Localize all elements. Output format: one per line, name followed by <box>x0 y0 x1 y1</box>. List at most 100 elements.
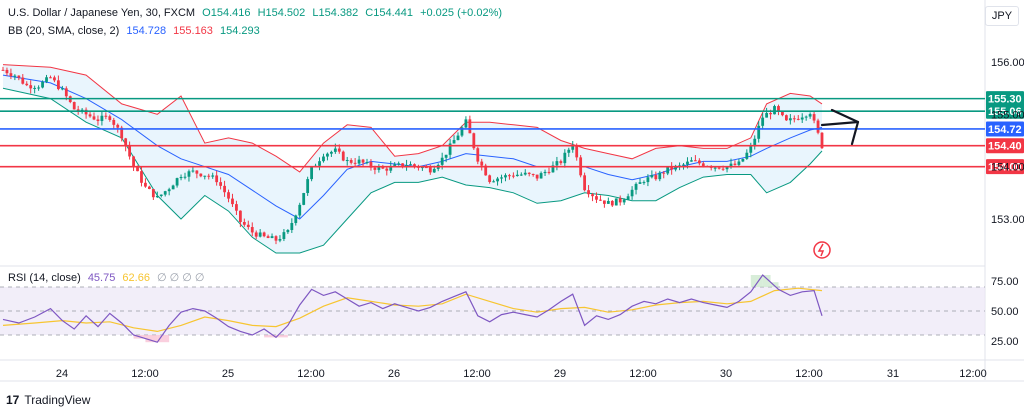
rsi-line <box>2 274 823 343</box>
candle-body <box>203 175 207 177</box>
candle-body <box>302 193 306 205</box>
ohlc-close: C154.441 <box>365 7 414 19</box>
candle <box>56 75 60 91</box>
candle <box>781 111 784 117</box>
candle <box>571 141 575 153</box>
candle <box>393 162 397 167</box>
candle <box>614 198 618 206</box>
candle <box>128 141 132 160</box>
candle-body <box>500 177 503 179</box>
candle-body <box>326 153 329 157</box>
candle-body <box>531 173 535 175</box>
candle-body <box>757 125 761 139</box>
candle <box>464 116 468 129</box>
candle-body <box>266 236 270 239</box>
candle-body <box>539 173 543 179</box>
candle-body <box>246 224 250 228</box>
candle <box>508 173 511 180</box>
candle-body <box>583 175 587 191</box>
candle <box>191 167 195 173</box>
candle-body <box>333 148 337 152</box>
candle-body <box>13 75 17 77</box>
candle-body <box>286 230 290 233</box>
candle <box>535 174 539 181</box>
candle-body <box>290 223 294 231</box>
candle <box>602 200 606 208</box>
candle-body <box>721 168 725 170</box>
candle <box>88 112 92 118</box>
candle-body <box>527 172 531 174</box>
candle <box>53 75 56 83</box>
candle <box>808 112 812 119</box>
bb-label[interactable]: BB (20, SMA, close, 2) <box>8 25 120 37</box>
candle-body <box>519 174 523 176</box>
candle-body <box>242 221 246 225</box>
symbol-title[interactable]: U.S. Dollar / Japanese Yen, 30, FXCM <box>8 7 196 19</box>
candle <box>765 107 769 118</box>
candle-body <box>381 166 385 169</box>
candle-body <box>693 160 697 162</box>
tradingview-brand[interactable]: 17 TradingView <box>6 393 90 407</box>
candle-body <box>167 189 171 192</box>
candle-body <box>183 176 187 178</box>
candle-body <box>769 113 772 115</box>
price-tick-label: 156.00 <box>991 57 1024 69</box>
candle <box>341 150 345 162</box>
candle <box>238 210 242 228</box>
candle-body <box>515 174 519 177</box>
candle <box>460 125 464 138</box>
rsi-label[interactable]: RSI (14, close) <box>8 272 81 284</box>
candle-body <box>64 88 68 97</box>
level-label: 154.40 <box>988 141 1022 153</box>
candle-body <box>788 118 792 121</box>
candle <box>167 187 171 196</box>
candle <box>377 164 381 173</box>
bb-lower-value: 154.293 <box>219 25 260 37</box>
time-tick-label: 12:00 <box>629 368 657 380</box>
rsi-value: 45.75 <box>87 272 116 284</box>
candle-body <box>179 176 183 179</box>
symbol-legend: U.S. Dollar / Japanese Yen, 30, FXCM O15… <box>8 7 506 19</box>
candle-body <box>666 166 670 174</box>
candle <box>753 135 757 150</box>
brand-name: TradingView <box>24 393 91 407</box>
candle <box>693 155 697 162</box>
candle <box>500 174 503 184</box>
candle <box>211 172 215 179</box>
candle-body <box>223 185 226 193</box>
alert-icon[interactable] <box>813 241 831 259</box>
candle-body <box>725 166 729 170</box>
rsi-oversold-fill <box>157 335 170 343</box>
time-tick-label: 12:00 <box>131 368 159 380</box>
candle-body <box>614 198 618 206</box>
price-tick-label: 154.00 <box>991 162 1024 174</box>
candle-body <box>733 163 737 165</box>
candle-body <box>385 168 389 171</box>
candle-body <box>393 164 397 166</box>
candle-body <box>33 87 37 89</box>
candle-body <box>634 183 638 190</box>
candle <box>132 155 135 172</box>
candle <box>151 188 155 201</box>
candle-body <box>270 236 274 239</box>
level-tag <box>986 91 1024 107</box>
candle <box>5 67 9 76</box>
candle <box>622 198 626 205</box>
candle <box>405 159 408 171</box>
candle-body <box>310 166 314 180</box>
candle-body <box>9 73 13 76</box>
candle <box>733 160 737 166</box>
candle-body <box>345 160 349 162</box>
candle-body <box>820 132 824 149</box>
candle-body <box>773 106 776 115</box>
candle-body <box>476 148 480 162</box>
candle-body <box>729 163 733 167</box>
candle <box>187 169 191 182</box>
candle <box>29 80 33 94</box>
candle <box>563 149 567 168</box>
currency-button[interactable]: JPY <box>985 6 1019 26</box>
candle <box>626 193 630 200</box>
candle <box>100 110 104 126</box>
candle <box>231 193 234 207</box>
